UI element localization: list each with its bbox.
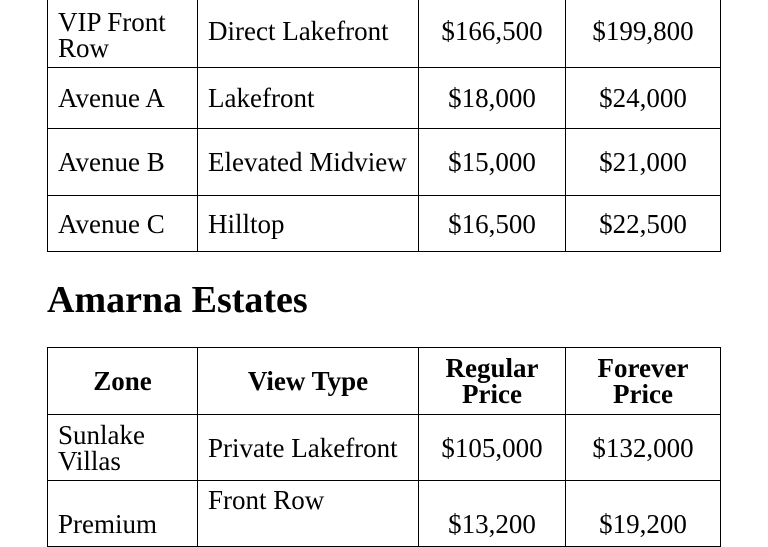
view-cell: Elevated Midview xyxy=(197,128,419,196)
regular-price-cell: $13,200 xyxy=(418,480,566,547)
view-cell: Hilltop xyxy=(197,195,419,252)
pricing-table-1: VIP Front Row Direct Lakefront $166,500 … xyxy=(47,0,721,252)
zone-cell: Sunlake Villas xyxy=(47,414,198,481)
forever-price-cell: $19,200 xyxy=(565,480,721,547)
view-cell: Direct Lakefront xyxy=(197,0,419,68)
header-row: Zone View Type Regular Price Forever Pri… xyxy=(47,347,721,415)
forever-price-cell: $199,800 xyxy=(565,0,721,68)
view-cell: Front Row xyxy=(197,480,419,547)
zone-cell: Premium xyxy=(47,480,198,547)
table-row: Avenue C Hilltop $16,500 $22,500 xyxy=(47,195,721,252)
forever-price-cell: $24,000 xyxy=(565,67,721,129)
regular-price-cell: $16,500 xyxy=(418,195,566,252)
regular-price-cell: $18,000 xyxy=(418,67,566,129)
zone-cell: Avenue B xyxy=(47,128,198,196)
zone-cell: VIP Front Row xyxy=(47,0,198,68)
table-row: VIP Front Row Direct Lakefront $166,500 … xyxy=(47,0,721,68)
table-row: Premium Front Row $13,200 $19,200 xyxy=(47,480,721,547)
table-row: Avenue A Lakefront $18,000 $24,000 xyxy=(47,67,721,129)
pricing-table-2: Zone View Type Regular Price Forever Pri… xyxy=(47,347,721,547)
regular-price-cell: $105,000 xyxy=(418,414,566,481)
header-forever-price: Forever Price xyxy=(565,347,721,415)
table-row: Sunlake Villas Private Lakefront $105,00… xyxy=(47,414,721,481)
forever-price-cell: $132,000 xyxy=(565,414,721,481)
forever-price-cell: $21,000 xyxy=(565,128,721,196)
view-cell: Lakefront xyxy=(197,67,419,129)
header-regular-price: Regular Price xyxy=(418,347,566,415)
header-zone: Zone xyxy=(47,347,198,415)
section-title: Amarna Estates xyxy=(47,279,308,321)
regular-price-cell: $166,500 xyxy=(418,0,566,68)
forever-price-cell: $22,500 xyxy=(565,195,721,252)
zone-cell: Avenue A xyxy=(47,67,198,129)
view-cell: Private Lakefront xyxy=(197,414,419,481)
zone-cell: Avenue C xyxy=(47,195,198,252)
header-view-type: View Type xyxy=(197,347,419,415)
regular-price-cell: $15,000 xyxy=(418,128,566,196)
table-row: Avenue B Elevated Midview $15,000 $21,00… xyxy=(47,128,721,196)
